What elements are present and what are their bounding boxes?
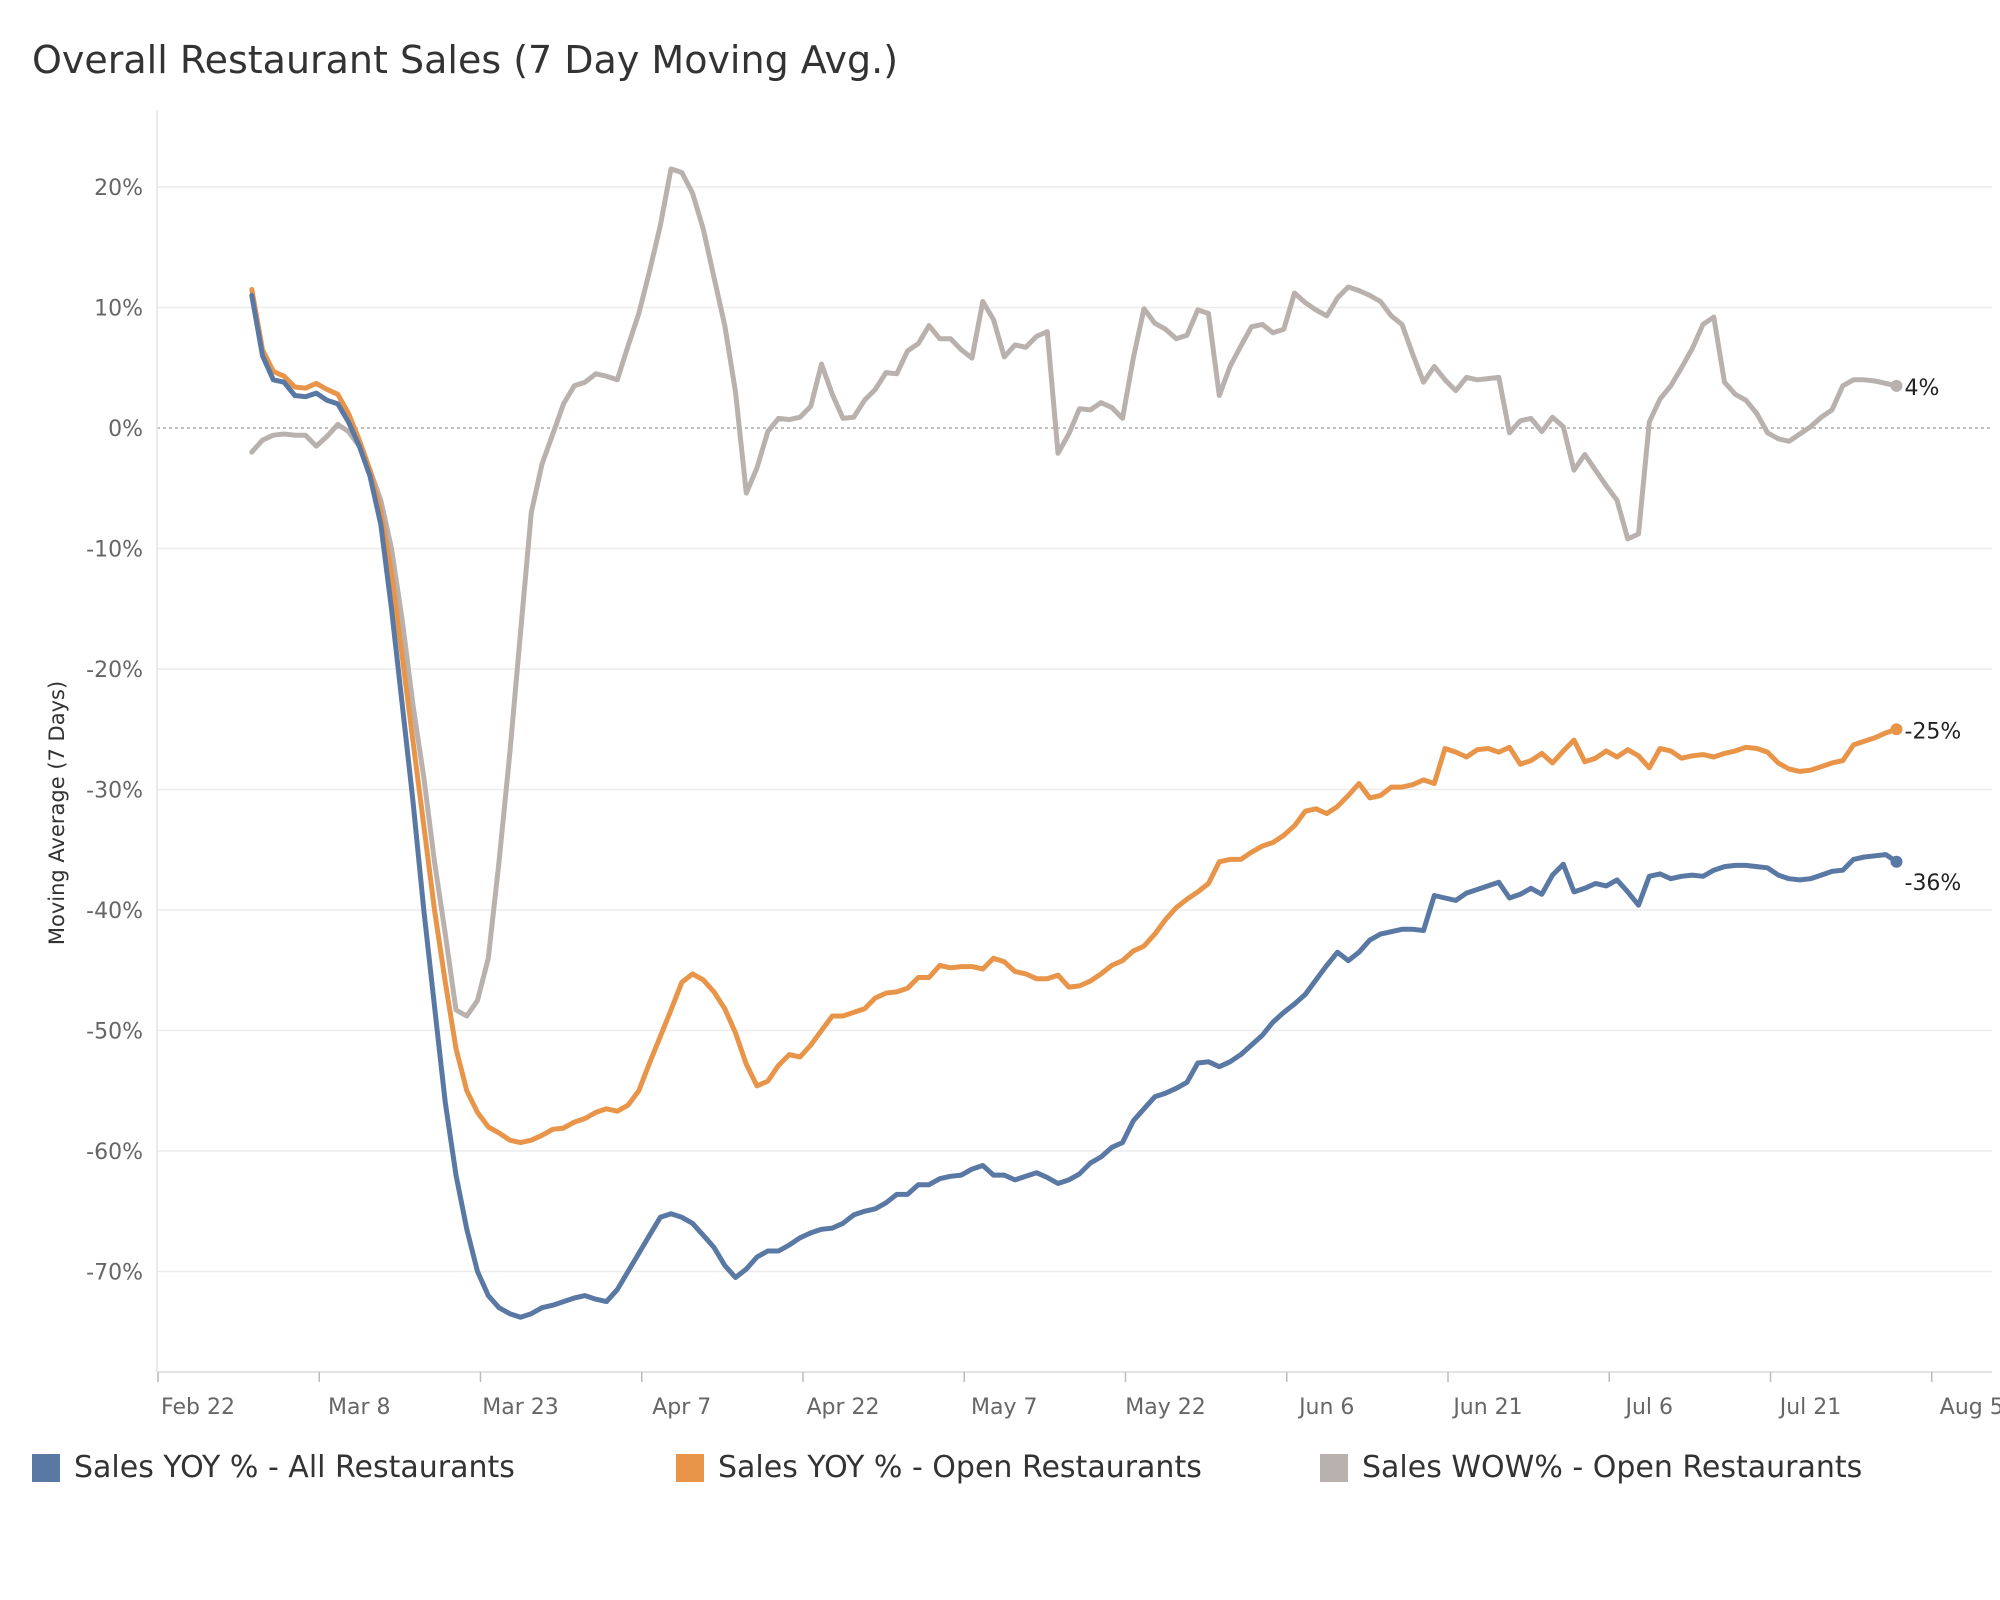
axes: 20% 10% 0% -10% -20% -30% -40% -50% -60% -70% Feb … — [86, 110, 2000, 1420]
x-tick-label: Aug 5 — [1940, 1395, 2000, 1420]
x-tick-label: May 22 — [1125, 1395, 1205, 1420]
y-tick-label: -40% — [86, 899, 143, 924]
gridlines — [157, 186, 1992, 1273]
legend-item: Sales WOW% - Open Restaurants — [1320, 1450, 1862, 1485]
y-tick-label: 20% — [94, 176, 143, 201]
y-tick-label: -20% — [86, 658, 143, 683]
chart-title: Overall Restaurant Sales (7 Day Moving A… — [32, 38, 899, 82]
legend-label: Sales YOY % - All Restaurants — [74, 1450, 515, 1485]
series-line-wow-open — [249, 166, 1899, 1019]
x-tick-label: May 7 — [971, 1395, 1037, 1420]
legend-swatch — [32, 1453, 60, 1482]
x-tick-label: Jul 21 — [1778, 1395, 1842, 1420]
x-tick-label: Mar 8 — [328, 1395, 391, 1420]
y-tick-label: 0% — [108, 417, 143, 442]
legend: Sales YOY % - All Restaurants Sales YOY %… — [0, 1450, 2000, 1510]
legend-label: Sales YOY % - Open Restaurants — [718, 1450, 1202, 1485]
x-tick-label: Apr 22 — [806, 1395, 879, 1420]
y-tick-label: -60% — [86, 1140, 143, 1165]
series-line-yoy-open — [249, 286, 1899, 1146]
legend-swatch — [1320, 1453, 1348, 1482]
x-tick-label: Apr 7 — [652, 1395, 711, 1420]
series-end-label: -36% — [1905, 871, 1962, 896]
legend-item: Sales YOY % - Open Restaurants — [676, 1450, 1202, 1485]
series-end-point — [1890, 855, 1903, 868]
series-lines — [249, 166, 1903, 1320]
y-tick-label: -10% — [86, 538, 143, 563]
legend-label: Sales WOW% - Open Restaurants — [1362, 1450, 1863, 1485]
x-tick-label: Jul 6 — [1623, 1395, 1673, 1420]
y-tick-label: -70% — [86, 1261, 143, 1286]
legend-item: Sales YOY % - All Restaurants — [32, 1450, 515, 1485]
y-tick-label: -50% — [86, 1020, 143, 1045]
legend-swatch — [676, 1453, 704, 1482]
y-axis-title: Moving Average (7 Days) — [45, 681, 69, 945]
series-end-label: 4% — [1905, 376, 1940, 401]
x-tick-label: Mar 23 — [482, 1395, 559, 1420]
series-line-yoy-all — [249, 292, 1899, 1320]
x-tick-label: Jun 21 — [1451, 1395, 1522, 1420]
series-end-point — [1890, 379, 1903, 392]
x-tick-label: Jun 6 — [1297, 1395, 1354, 1420]
series-end-point — [1890, 723, 1903, 736]
y-tick-label: -30% — [86, 779, 143, 804]
y-tick-label: 10% — [94, 297, 143, 322]
end-labels: 4% -25% -36% — [1905, 376, 1962, 896]
x-tick-label: Feb 22 — [161, 1395, 235, 1420]
series-end-label: -25% — [1905, 719, 1962, 744]
